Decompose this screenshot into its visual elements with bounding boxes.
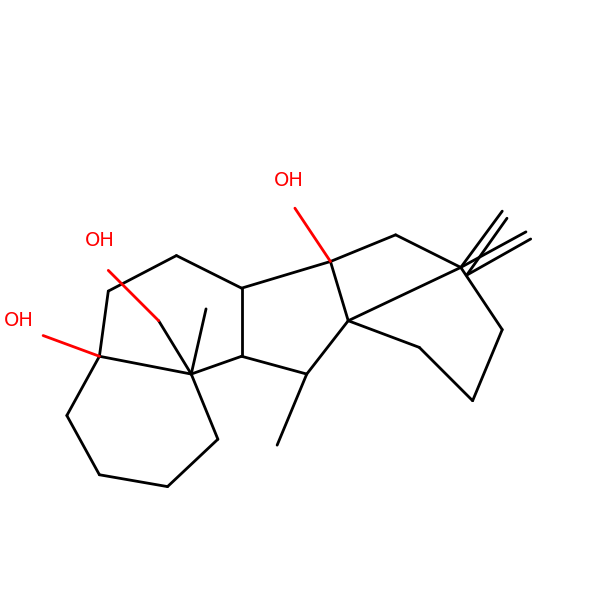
- Text: OH: OH: [85, 230, 115, 250]
- Text: OH: OH: [4, 311, 34, 330]
- Text: OH: OH: [274, 172, 304, 190]
